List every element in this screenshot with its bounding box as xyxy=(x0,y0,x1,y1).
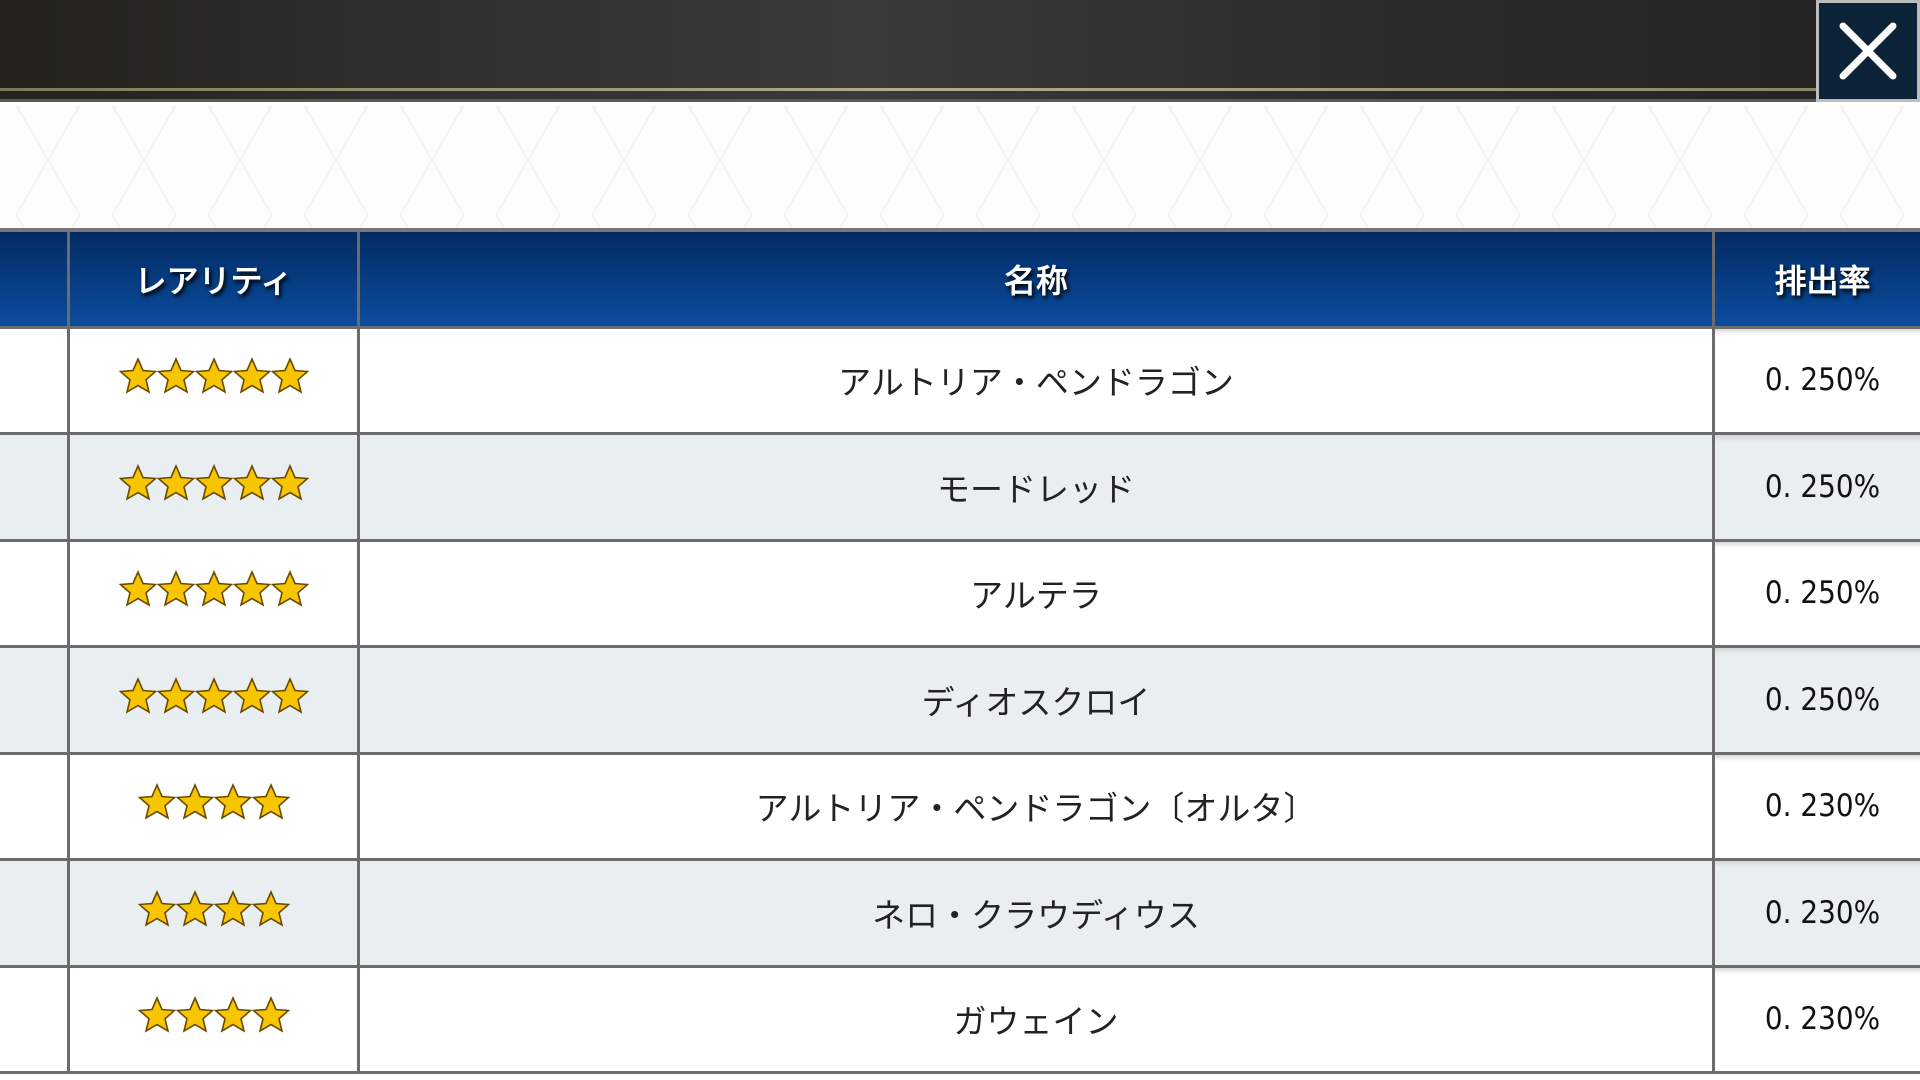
star-icon xyxy=(232,570,271,607)
blank-cell xyxy=(0,751,70,861)
star-icon xyxy=(175,889,214,927)
name-cell: ネロ・クラウディウス xyxy=(357,858,1715,968)
star-icon xyxy=(156,463,195,501)
rate-cell: 0. 230% xyxy=(1712,751,1920,861)
name-cell: アルテラ xyxy=(357,538,1715,648)
blank-cell xyxy=(0,538,70,648)
header-rarity: レアリティ xyxy=(67,228,360,329)
star-icon xyxy=(251,783,290,820)
table-row: アルトリア・ペンドラゴン〔オルタ〕 0. 230% xyxy=(0,751,1920,861)
close-icon xyxy=(1839,22,1897,80)
star-icon xyxy=(156,357,195,394)
table-header: レアリティ 名称 排出率 xyxy=(0,228,1920,329)
star-icon xyxy=(194,676,233,714)
table-row: ディオスクロイ 0. 250% xyxy=(0,645,1920,755)
star-icon xyxy=(213,783,252,820)
rarity-stars xyxy=(118,676,309,715)
rarity-cell xyxy=(67,538,360,648)
table-row: アルテラ 0. 250% xyxy=(0,538,1920,648)
table-row: ガウェイン 0. 230% xyxy=(0,964,1920,1074)
star-icon xyxy=(232,676,271,714)
star-icon xyxy=(118,357,157,394)
blank-cell xyxy=(0,964,70,1074)
star-icon xyxy=(118,463,157,501)
close-button[interactable] xyxy=(1816,0,1920,102)
star-icon xyxy=(270,570,309,607)
gold-divider xyxy=(0,88,1816,91)
top-bar xyxy=(0,0,1920,102)
star-icon xyxy=(137,996,176,1033)
star-icon xyxy=(213,996,252,1033)
name-cell: ディオスクロイ xyxy=(357,645,1715,755)
star-icon xyxy=(194,570,233,607)
name-cell: ガウェイン xyxy=(357,964,1715,1074)
blank-cell xyxy=(0,432,70,542)
rarity-stars xyxy=(118,357,309,395)
star-icon xyxy=(175,783,214,820)
rarity-stars xyxy=(118,570,309,608)
star-icon xyxy=(251,996,290,1033)
star-icon xyxy=(194,463,233,501)
rarity-stars xyxy=(137,996,290,1034)
name-cell: モードレッド xyxy=(357,432,1715,542)
header-blank xyxy=(0,228,70,329)
rate-cell: 0. 250% xyxy=(1712,325,1920,435)
blank-cell xyxy=(0,645,70,755)
star-icon xyxy=(156,570,195,607)
star-icon xyxy=(270,463,309,501)
pattern-background xyxy=(0,105,1920,228)
rate-table: レアリティ 名称 排出率 アルトリア・ペンドラゴン 0. 250% モードレッド… xyxy=(0,228,1920,1074)
rarity-stars xyxy=(137,889,290,928)
table-row: アルトリア・ペンドラゴン 0. 250% xyxy=(0,325,1920,435)
header-name: 名称 xyxy=(357,228,1715,329)
rarity-cell xyxy=(67,751,360,861)
header-rate: 排出率 xyxy=(1712,228,1920,329)
star-icon xyxy=(232,463,271,501)
rarity-stars xyxy=(118,463,309,502)
rate-cell: 0. 250% xyxy=(1712,432,1920,542)
star-icon xyxy=(118,570,157,607)
star-icon xyxy=(137,889,176,927)
star-icon xyxy=(194,357,233,394)
star-icon xyxy=(270,676,309,714)
name-cell: アルトリア・ペンドラゴン〔オルタ〕 xyxy=(357,751,1715,861)
rate-cell: 0. 230% xyxy=(1712,858,1920,968)
rarity-cell xyxy=(67,325,360,435)
rate-cell: 0. 250% xyxy=(1712,538,1920,648)
rarity-cell xyxy=(67,858,360,968)
rate-cell: 0. 250% xyxy=(1712,645,1920,755)
rate-cell: 0. 230% xyxy=(1712,964,1920,1074)
star-icon xyxy=(156,676,195,714)
rarity-cell xyxy=(67,964,360,1074)
star-icon xyxy=(118,676,157,714)
star-icon xyxy=(175,996,214,1033)
star-icon xyxy=(270,357,309,394)
rarity-cell xyxy=(67,645,360,755)
table-row: ネロ・クラウディウス 0. 230% xyxy=(0,858,1920,968)
name-cell: アルトリア・ペンドラゴン xyxy=(357,325,1715,435)
blank-cell xyxy=(0,325,70,435)
table-row: モードレッド 0. 250% xyxy=(0,432,1920,542)
star-icon xyxy=(232,357,271,394)
blank-cell xyxy=(0,858,70,968)
rarity-cell xyxy=(67,432,360,542)
rarity-stars xyxy=(137,783,290,821)
star-icon xyxy=(251,889,290,927)
star-icon xyxy=(137,783,176,820)
star-icon xyxy=(213,889,252,927)
